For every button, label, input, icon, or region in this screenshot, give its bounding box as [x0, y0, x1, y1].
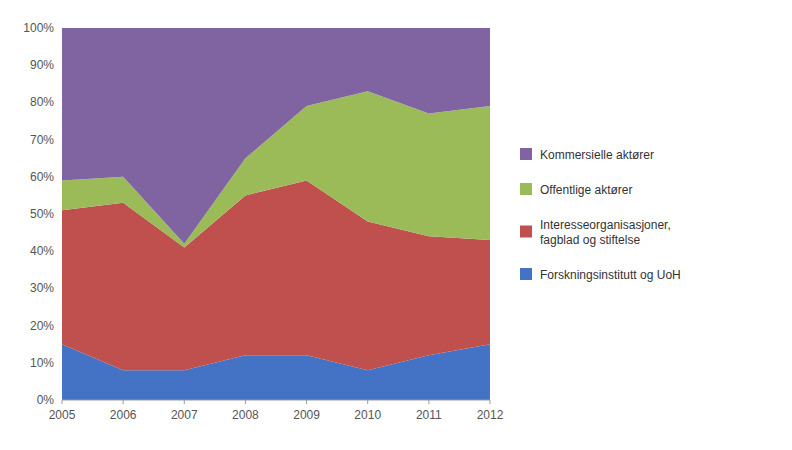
x-tick — [245, 400, 246, 404]
x-tick — [62, 400, 63, 404]
x-tick-label: 2012 — [477, 408, 504, 422]
x-tick-label: 2010 — [354, 408, 381, 422]
chart-container: 2005 2006 2007 2008 2009 2010 2011 2012 0% 10% 20%… — [0, 0, 792, 450]
legend-label: Kommersielle aktører — [540, 148, 654, 162]
area — [62, 28, 490, 244]
x-tick — [367, 400, 368, 404]
areas — [62, 28, 490, 400]
y-tick-label: 0% — [37, 393, 55, 407]
legend-swatch — [520, 183, 532, 195]
y-tick-label: 70% — [30, 133, 54, 147]
x-tick — [184, 400, 185, 404]
y-tick-label: 80% — [30, 95, 54, 109]
x-tick-label: 2005 — [49, 408, 76, 422]
y-tick-label: 20% — [30, 319, 54, 333]
x-axis-line — [62, 400, 490, 401]
legend-label: Offentlige aktører — [540, 183, 632, 197]
x-tick — [490, 400, 491, 404]
x-tick-label: 2007 — [171, 408, 198, 422]
y-tick-label: 10% — [30, 356, 54, 370]
legend-swatch — [520, 226, 532, 238]
y-tick-label: 30% — [30, 281, 54, 295]
legend-swatch — [520, 268, 532, 280]
legend-label: Interesseorganisasjoner,fagblad og stift… — [540, 218, 671, 247]
x-tick — [428, 400, 429, 404]
y-tick-label: 50% — [30, 207, 54, 221]
legend-label: Forskningsinstitutt og UoH — [540, 268, 681, 282]
y-tick-label: 60% — [30, 170, 54, 184]
legend-swatch — [520, 148, 532, 160]
x-tick-label: 2011 — [416, 408, 442, 422]
y-tick-label: 90% — [30, 58, 54, 72]
y-tick-label: 40% — [30, 244, 54, 258]
x-tick-label: 2006 — [110, 408, 137, 422]
y-tick-label: 100% — [23, 21, 54, 35]
x-tick-label: 2008 — [232, 408, 259, 422]
x-tick — [123, 400, 124, 404]
x-tick-label: 2009 — [293, 408, 320, 422]
chart-svg: 2005 2006 2007 2008 2009 2010 2011 2012 0% 10% 20%… — [0, 0, 792, 450]
legend: Kommersielle aktører Offentlige aktører In… — [520, 148, 681, 282]
x-tick — [306, 400, 307, 404]
